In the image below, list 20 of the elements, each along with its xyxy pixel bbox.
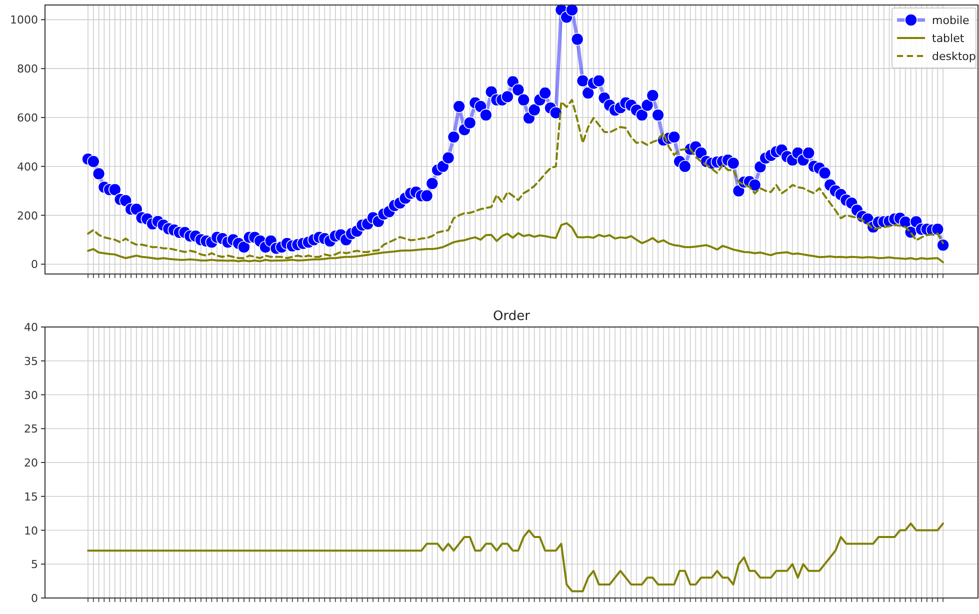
y-tick-label: 600 bbox=[17, 111, 38, 124]
legend-label: mobile bbox=[932, 14, 970, 27]
chart-title: Order bbox=[493, 309, 531, 324]
line-series bbox=[87, 522, 944, 592]
y-tick-label: 200 bbox=[17, 209, 38, 222]
y-tick-label: 15 bbox=[24, 490, 38, 504]
y-tick-label: 40 bbox=[24, 321, 38, 334]
legend-label: tablet bbox=[932, 32, 965, 45]
y-tick-label: 30 bbox=[24, 388, 38, 402]
y-tick-label: 1000 bbox=[10, 14, 38, 27]
y-tick-label: 0 bbox=[31, 592, 38, 605]
y-tick-label: 25 bbox=[24, 422, 38, 436]
y-tick-label: 800 bbox=[17, 62, 38, 76]
legend-label: desktop bbox=[932, 50, 976, 63]
y-tick-label: 0 bbox=[31, 258, 38, 272]
y-tick-label: 10 bbox=[24, 524, 38, 538]
y-tick-label: 20 bbox=[24, 456, 38, 470]
y-tick-label: 400 bbox=[17, 160, 38, 174]
y-tick-label: 35 bbox=[24, 354, 38, 368]
y-tick-label: 5 bbox=[31, 558, 38, 572]
